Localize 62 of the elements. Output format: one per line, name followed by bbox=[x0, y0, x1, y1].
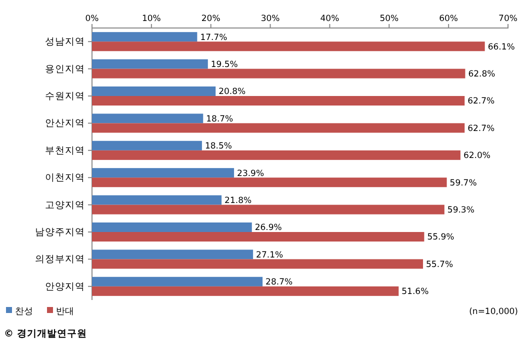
data-label: 55.9% bbox=[427, 232, 454, 243]
bar bbox=[92, 68, 466, 78]
data-label: 18.5% bbox=[204, 142, 232, 152]
data-label: 51.6% bbox=[402, 287, 429, 298]
data-label: 27.1% bbox=[256, 250, 284, 260]
data-label: 19.5% bbox=[210, 60, 238, 70]
text: (n=10,000) bbox=[469, 306, 518, 317]
x-tick-label: 50% bbox=[380, 14, 399, 24]
text: © 경기개발연구원 bbox=[4, 328, 87, 340]
x-tick-label: 20% bbox=[201, 14, 220, 24]
data-label: 66.1% bbox=[488, 42, 515, 52]
y-tick-label: 고양지역 bbox=[45, 200, 85, 211]
legend-label: 반대 bbox=[56, 307, 74, 318]
y-tick-label: 안양지역 bbox=[45, 281, 85, 292]
y-tick-label: 이천지역 bbox=[45, 172, 85, 184]
data-label: 59.7% bbox=[450, 178, 477, 188]
data-label: 62.7% bbox=[468, 96, 495, 107]
data-label: 18.7% bbox=[206, 114, 234, 124]
data-label: 23.9% bbox=[237, 168, 264, 179]
data-label: 28.7% bbox=[266, 278, 293, 288]
data-label: 55.7% bbox=[426, 260, 454, 270]
bar bbox=[92, 276, 263, 286]
data-label: 62.8% bbox=[468, 70, 496, 80]
data-label: 21.8% bbox=[224, 196, 252, 206]
data-label: 26.9% bbox=[254, 223, 282, 234]
bar bbox=[92, 59, 208, 69]
bar bbox=[92, 168, 234, 178]
bar bbox=[92, 232, 424, 242]
bar bbox=[92, 123, 465, 133]
bar bbox=[92, 42, 485, 52]
x-tick-label: 70% bbox=[498, 14, 518, 24]
bar bbox=[92, 250, 254, 260]
y-tick-label: 성남지역 bbox=[45, 36, 85, 48]
data-label: 17.7% bbox=[200, 32, 228, 43]
x-tick-label: 60% bbox=[439, 14, 458, 24]
bar bbox=[92, 32, 198, 42]
bar bbox=[92, 222, 252, 232]
x-tick-label: 30% bbox=[260, 14, 280, 24]
y-tick-label: 용인지역 bbox=[45, 64, 85, 75]
y-tick-label: 안산지역 bbox=[45, 118, 85, 130]
bar bbox=[92, 286, 399, 296]
x-tick-label: 0% bbox=[85, 14, 99, 24]
data-label: 20.8% bbox=[218, 87, 246, 98]
bar bbox=[92, 195, 222, 205]
y-tick-label: 남양주지역 bbox=[35, 227, 85, 238]
bar bbox=[92, 114, 204, 124]
bar bbox=[92, 86, 216, 96]
bar bbox=[92, 140, 202, 150]
y-tick-label: 부천지역 bbox=[45, 145, 85, 156]
bar bbox=[92, 96, 465, 106]
data-label: 59.3% bbox=[447, 206, 474, 216]
bar bbox=[92, 259, 424, 269]
y-tick-label: 의정부지역 bbox=[35, 254, 85, 266]
bar bbox=[92, 178, 447, 188]
x-tick-label: 40% bbox=[320, 14, 340, 24]
y-tick-label: 수원지역 bbox=[45, 91, 85, 102]
legend-label: 찬성 bbox=[15, 307, 33, 318]
data-label: 62.0% bbox=[463, 151, 490, 162]
data-label: 62.7% bbox=[468, 124, 495, 134]
bar bbox=[92, 150, 460, 160]
bar bbox=[92, 204, 444, 214]
x-tick-label: 10% bbox=[142, 14, 161, 24]
